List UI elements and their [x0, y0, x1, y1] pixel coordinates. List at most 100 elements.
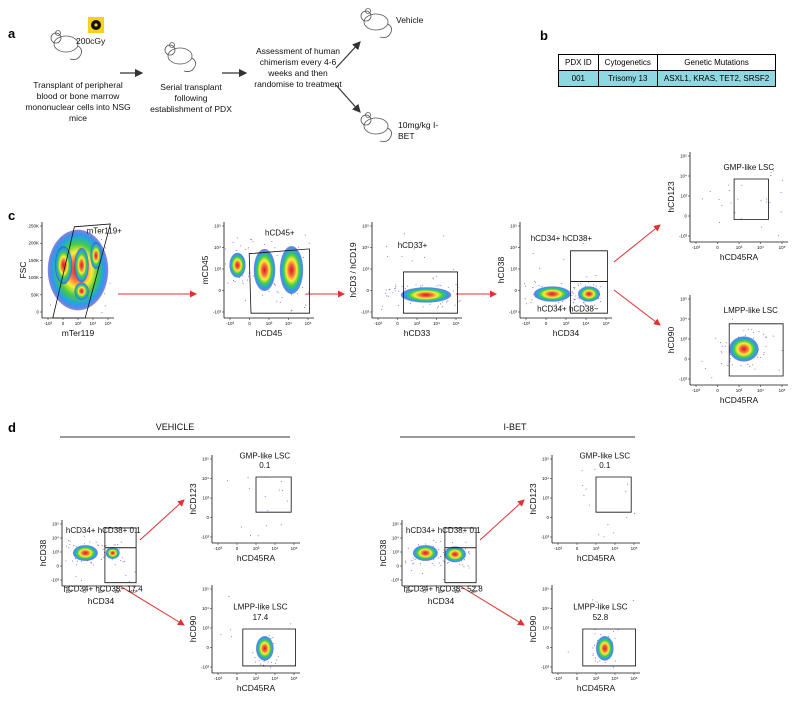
gate-label-part: 52.8 — [467, 584, 483, 593]
event-dot — [242, 275, 244, 277]
event-dot — [270, 666, 272, 668]
y-tick-label: 10³ — [202, 496, 209, 501]
gate-label: 0.1 — [599, 461, 611, 470]
y-tick-label: -10³ — [679, 234, 688, 239]
x-tick-label: 10⁵ — [291, 546, 298, 551]
event-dot — [76, 560, 78, 562]
event-dot — [411, 560, 413, 562]
event-dot — [442, 306, 444, 308]
event-dot — [743, 330, 745, 332]
event-dot — [751, 329, 753, 331]
x-tick-label: 10⁵ — [471, 589, 478, 594]
event-dot — [459, 563, 461, 565]
event-dot — [239, 277, 241, 279]
event-dot — [114, 564, 116, 566]
event-dot — [588, 504, 590, 506]
event-dot — [303, 306, 305, 308]
event-dot — [583, 494, 585, 496]
x-tick-label: 10⁵ — [131, 589, 138, 594]
y-tick-label: 0 — [546, 515, 549, 520]
x-tick-label: 10⁴ — [612, 676, 619, 681]
density-blob — [729, 336, 759, 362]
table-header: Cytogenetics — [597, 54, 658, 71]
event-dot — [120, 541, 122, 543]
y-tick-label: 10⁴ — [362, 245, 369, 250]
event-dot — [397, 305, 399, 307]
event-dot — [617, 629, 619, 631]
event-dot — [452, 542, 454, 544]
y-tick-label: 0 — [684, 357, 687, 362]
x-tick-label: 10⁴ — [454, 589, 461, 594]
event-dot — [412, 563, 414, 565]
event-dot — [268, 634, 270, 636]
gate-label-part: hCD34+ hCD38− — [404, 584, 466, 593]
event-dot — [232, 241, 234, 243]
y-tick-label: 10⁵ — [202, 587, 209, 592]
event-dot — [524, 298, 526, 300]
event-dot — [760, 356, 762, 358]
event-dot — [721, 363, 723, 365]
event-dot — [280, 481, 282, 483]
y-tick-label: 10⁵ — [52, 522, 59, 527]
y-tick-label: -10³ — [213, 310, 222, 315]
event-dot — [308, 291, 310, 293]
event-dot — [748, 365, 750, 367]
event-dot — [440, 285, 442, 287]
event-dot — [604, 662, 606, 664]
event-dot — [530, 302, 532, 304]
event-dot — [592, 599, 594, 601]
y-tick-label: 200K — [28, 241, 39, 246]
group-title: VEHICLE — [156, 422, 195, 432]
event-dot — [711, 377, 713, 379]
arrow — [335, 84, 361, 113]
event-dot — [585, 285, 587, 287]
y-axis-label: hCD3 / hCD19 — [348, 242, 358, 298]
event-dot — [227, 282, 229, 284]
event-dot — [403, 233, 405, 235]
event-dot — [452, 290, 454, 292]
gate-label-part: LMPP-like LSC — [724, 306, 778, 315]
y-tick-label: 0 — [366, 288, 369, 293]
event-dot — [781, 350, 783, 352]
x-tick-label: 10³ — [593, 676, 600, 681]
y-tick-label: 10³ — [680, 337, 687, 342]
event-dot — [247, 247, 249, 249]
x-tick-label: 10³ — [75, 321, 82, 326]
gate-label: hCD34+ hCD38+ 0.1 — [66, 526, 141, 535]
y-tick-label: -10³ — [541, 535, 550, 540]
event-dot — [101, 545, 103, 547]
y-tick-label: -10³ — [201, 535, 210, 540]
event-dot — [632, 600, 634, 602]
event-dot — [101, 312, 103, 314]
gate-label-part: 0.1 — [130, 526, 142, 535]
x-tick-label: 10⁵ — [779, 388, 786, 393]
event-dot — [780, 192, 782, 194]
event-dot — [596, 601, 598, 603]
event-dot — [572, 292, 574, 294]
event-dot — [445, 301, 447, 303]
event-dot — [574, 288, 576, 290]
event-dot — [425, 543, 427, 545]
event-dot — [561, 301, 563, 303]
event-dot — [65, 545, 67, 547]
y-tick-label: -10³ — [679, 377, 688, 382]
gate-label-part: hCD34+ hCD38+ — [406, 526, 468, 535]
event-dot — [252, 652, 254, 654]
x-tick-label: 10³ — [438, 589, 445, 594]
event-dot — [721, 352, 723, 354]
y-tick-label: 150K — [28, 258, 39, 263]
event-dot — [276, 254, 278, 256]
event-dot — [247, 275, 249, 277]
event-dot — [612, 631, 614, 633]
gate — [104, 547, 137, 584]
x-tick-label: -10³ — [692, 245, 701, 250]
event-dot — [432, 277, 434, 279]
event-dot — [230, 629, 232, 631]
event-dot — [447, 300, 449, 302]
x-tick-label: 10⁵ — [631, 546, 638, 551]
event-dot — [585, 488, 587, 490]
mouse-body — [53, 35, 79, 53]
x-tick-label: 10⁴ — [114, 589, 121, 594]
x-tick-label: 10⁴ — [272, 676, 279, 681]
density-blob — [255, 636, 274, 661]
